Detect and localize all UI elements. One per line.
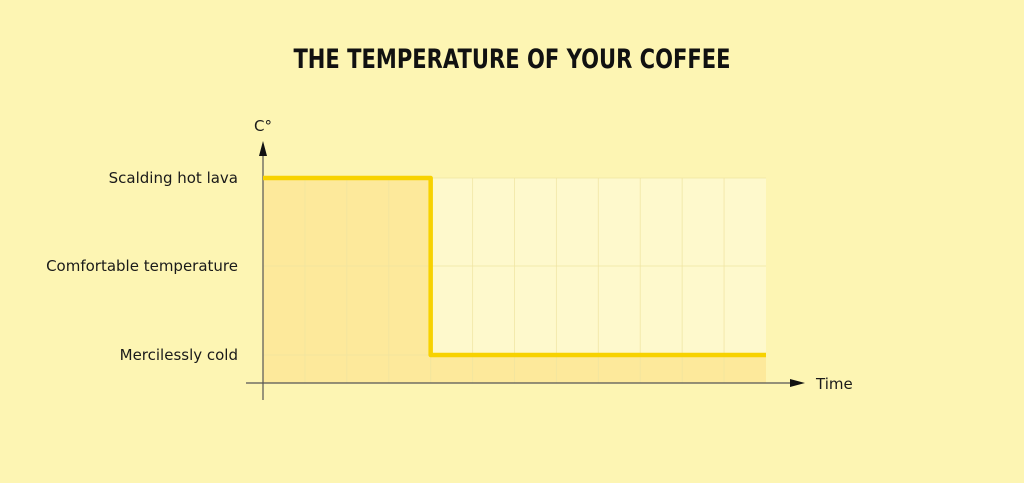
y-tick-label: Comfortable temperature	[46, 257, 238, 275]
y-axis-arrow-icon	[259, 141, 267, 156]
y-tick-label: Mercilessly cold	[120, 346, 238, 364]
y-axis-label: C°	[254, 117, 272, 135]
x-axis-label: Time	[815, 375, 853, 393]
x-axis-arrow-icon	[790, 379, 805, 387]
series-line	[263, 175, 766, 358]
y-tick-label: Scalding hot lava	[109, 169, 238, 187]
chart-title: THE TEMPERATURE OF YOUR COFFEE	[293, 44, 731, 75]
